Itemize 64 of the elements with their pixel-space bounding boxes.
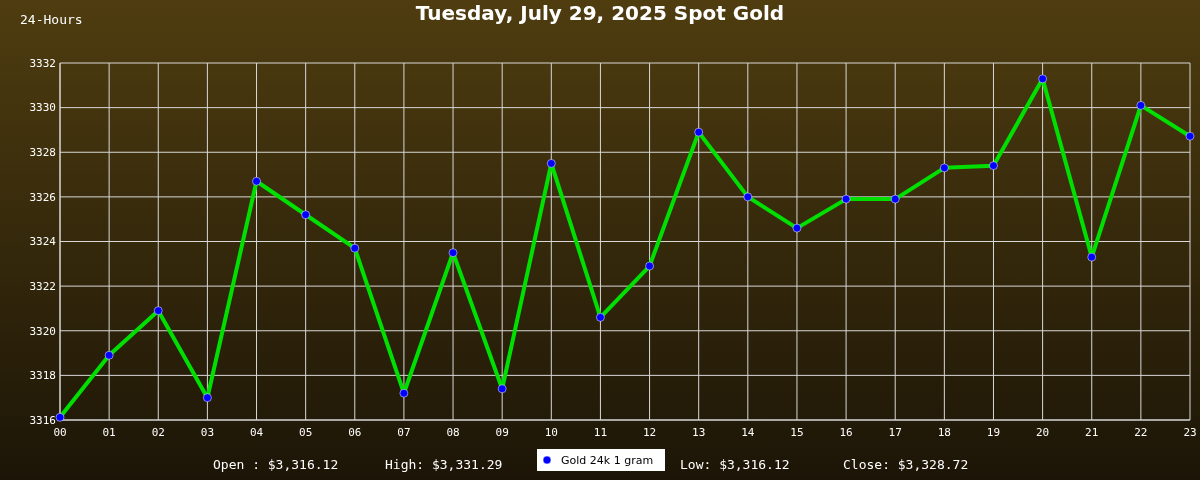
x-tick-label: 03 [200, 426, 215, 439]
x-tick-label: 04 [249, 426, 264, 439]
x-tick-label: 05 [299, 426, 313, 439]
chart-title: Tuesday, July 29, 2025 Spot Gold [415, 1, 785, 25]
x-tick-label: 21 [1085, 426, 1099, 439]
text: 24-Hours [20, 12, 83, 27]
y-tick-label: 3328 [29, 146, 56, 160]
x-tick-label: 22 [1134, 426, 1148, 439]
x-tick-label: 01 [102, 426, 116, 439]
x-tick-label: 15 [790, 426, 804, 439]
point [1087, 252, 1096, 262]
x-tick-label: 11 [593, 426, 608, 439]
point [301, 210, 310, 219]
point [547, 159, 556, 168]
text: Low: $3,316.12 [680, 457, 790, 472]
x-tick-label: 10 [544, 426, 558, 439]
x-tick-label: 14 [741, 426, 755, 439]
point [596, 313, 605, 322]
y-tick-label: 3326 [29, 190, 56, 204]
y-tick-label: 3322 [29, 279, 56, 293]
point [1185, 131, 1195, 141]
x-tick-label: 20 [1035, 426, 1050, 439]
point [252, 177, 261, 186]
point [55, 413, 65, 422]
point [890, 194, 900, 204]
text: Close: $3,328.72 [843, 457, 969, 472]
point [694, 127, 703, 137]
point [841, 194, 851, 204]
x-tick-label: 09 [495, 426, 509, 439]
x-tick-label: 16 [839, 426, 853, 439]
point [792, 223, 802, 233]
x-tick-label: 13 [692, 426, 706, 439]
point [989, 161, 998, 170]
y-tick-label: 3320 [29, 324, 56, 338]
x-tick-label: 12 [642, 426, 657, 439]
y-tick-label: 3316 [29, 413, 56, 427]
x-tick-label: 17 [888, 426, 902, 439]
x-tick-label: 08 [446, 426, 460, 439]
point [350, 243, 360, 253]
y-tick-label: 3318 [29, 369, 56, 383]
point [645, 261, 654, 271]
point [743, 192, 753, 202]
point [448, 248, 458, 257]
point [203, 393, 212, 402]
y-tick-label: 3330 [29, 101, 56, 115]
point [154, 306, 163, 315]
x-tick-label: 19 [986, 426, 1001, 439]
point [1038, 74, 1047, 84]
x-tick-label: 06 [348, 426, 362, 439]
x-tick-label: 18 [937, 426, 951, 439]
x-tick-label: 02 [151, 426, 165, 439]
text: High: $3,331.29 [385, 457, 503, 472]
text: Open : $3,316.12 [213, 457, 339, 472]
legend-label: Gold 24k 1 gram [561, 454, 654, 467]
x-tick-label: 00 [53, 426, 67, 439]
point [497, 384, 507, 394]
point [940, 163, 949, 173]
y-tick-label: 3332 [29, 56, 56, 70]
x-tick-label: 07 [397, 426, 411, 439]
x-tick-label: 23 [1183, 426, 1197, 439]
point [104, 351, 114, 360]
y-tick-label: 3324 [29, 235, 57, 249]
point [1136, 101, 1146, 110]
point [399, 388, 409, 398]
